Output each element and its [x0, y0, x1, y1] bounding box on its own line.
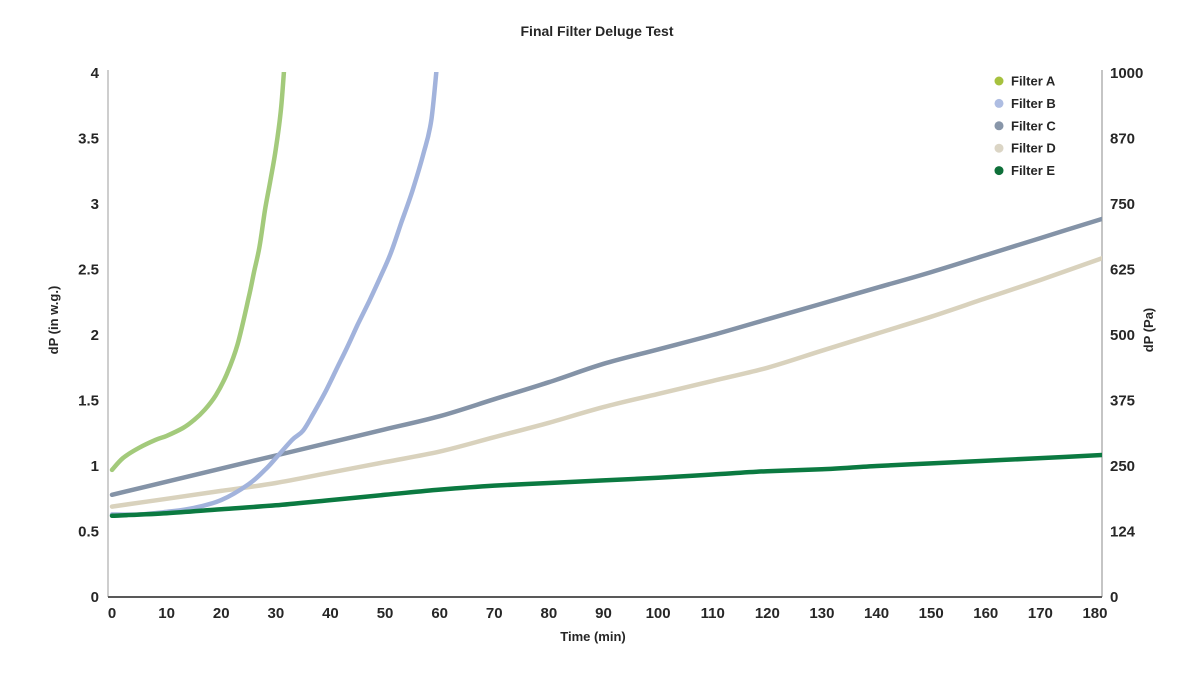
legend-label: Filter B: [1011, 96, 1056, 111]
x-tick-40: 40: [322, 605, 339, 622]
legend-marker-filter-a: [994, 76, 1004, 86]
x-tick-130: 130: [809, 605, 834, 622]
legend-label: Filter D: [1011, 141, 1056, 156]
x-tick-180: 180: [1082, 605, 1107, 622]
legend-marker-filter-d: [994, 143, 1004, 153]
right-tick-124: 124: [1110, 524, 1136, 541]
right-tick-250: 250: [1110, 458, 1135, 475]
legend-item-filter-a: Filter A: [994, 74, 1056, 89]
left-tick-4: 4: [91, 65, 100, 82]
right-tick-870: 870: [1110, 131, 1135, 148]
x-tick-30: 30: [267, 605, 284, 622]
x-tick-160: 160: [973, 605, 998, 622]
x-tick-10: 10: [158, 605, 175, 622]
series-line-filter-d: [109, 255, 1102, 509]
x-tick-90: 90: [595, 605, 612, 622]
left-tick-3.5: 3.5: [78, 131, 99, 148]
left-tick-0.5: 0.5: [78, 524, 99, 541]
x-tick-150: 150: [919, 605, 944, 622]
left-tick-1: 1: [91, 458, 99, 475]
right-axis-title: dP (Pa): [1141, 308, 1156, 353]
x-tick-20: 20: [213, 605, 230, 622]
x-tick-110: 110: [701, 605, 725, 622]
legend: Filter A Filter B Filter C Filter D Filter E: [994, 74, 1056, 178]
x-tick-0: 0: [108, 605, 116, 622]
x-tick-100: 100: [646, 605, 671, 622]
right-tick-625: 625: [1110, 262, 1135, 279]
left-tick-3: 3: [91, 196, 99, 213]
series-line-filter-c: [109, 216, 1102, 498]
legend-item-filter-e: Filter E: [994, 163, 1055, 178]
x-axis-tick-labels: 0 10 20 30 40 50 60 70 80 90 100 110 120 130 140 150 160…: [108, 605, 1108, 622]
right-axis-tick-labels: 0 124 250 375 500 625 750 870 1000: [1110, 65, 1143, 606]
left-axis-tick-labels: 0 0.5 1 1.5 2 2.5 3 3.5 4: [78, 65, 100, 606]
right-tick-0: 0: [1110, 589, 1118, 606]
x-tick-80: 80: [541, 605, 558, 622]
left-axis-title: dP (in w.g.): [46, 286, 61, 355]
x-tick-140: 140: [864, 605, 889, 622]
legend-item-filter-d: Filter D: [994, 141, 1056, 156]
left-tick-0: 0: [91, 589, 99, 606]
x-tick-170: 170: [1028, 605, 1053, 622]
right-tick-750: 750: [1110, 196, 1135, 213]
left-tick-1.5: 1.5: [78, 393, 99, 410]
legend-item-filter-b: Filter B: [994, 96, 1056, 111]
right-tick-1000: 1000: [1110, 65, 1143, 82]
legend-label: Filter A: [1011, 74, 1056, 89]
legend-marker-filter-b: [994, 98, 1004, 108]
x-tick-120: 120: [755, 605, 780, 622]
right-tick-500: 500: [1110, 327, 1135, 344]
legend-label: Filter E: [1011, 163, 1055, 178]
x-axis-title: Time (min): [560, 629, 626, 644]
chart-title: Final Filter Deluge Test: [521, 23, 674, 39]
series-line-filter-b: [109, 72, 439, 517]
x-tick-70: 70: [486, 605, 503, 622]
left-tick-2: 2: [91, 327, 99, 344]
legend-marker-filter-c: [994, 121, 1004, 131]
legend-label: Filter C: [1011, 118, 1056, 133]
right-tick-375: 375: [1110, 393, 1135, 410]
series-lines: [109, 72, 1102, 519]
x-tick-60: 60: [431, 605, 448, 622]
left-tick-2.5: 2.5: [78, 262, 99, 279]
series-line-filter-a: [109, 72, 287, 473]
series-line-filter-e: [109, 452, 1102, 519]
x-tick-50: 50: [377, 605, 394, 622]
legend-item-filter-c: Filter C: [994, 118, 1056, 133]
legend-marker-filter-e: [994, 166, 1004, 176]
